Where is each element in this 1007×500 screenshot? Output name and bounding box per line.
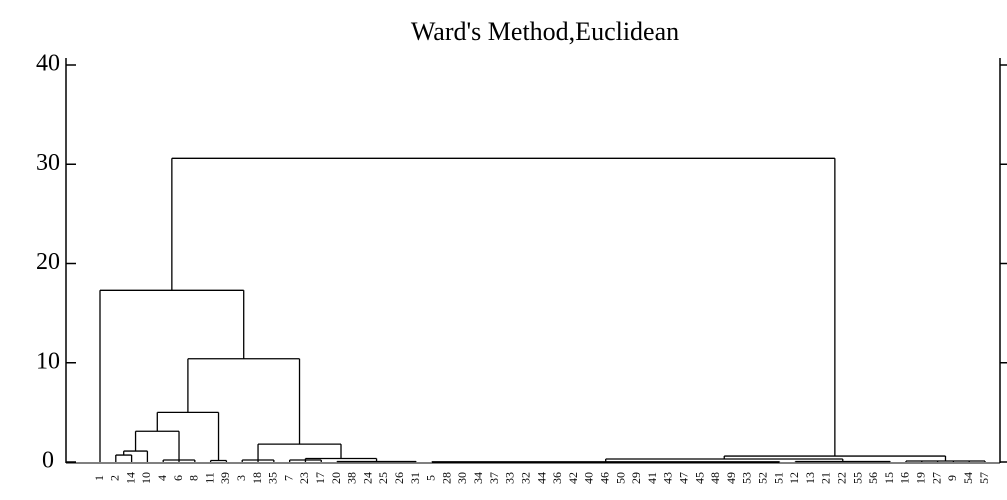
leaf-label: 47 (676, 472, 690, 484)
leaf-label: 39 (218, 472, 232, 484)
leaf-label: 18 (250, 472, 264, 484)
leaf-label: 2 (108, 475, 122, 481)
leaf-label: 26 (392, 472, 406, 484)
leaf-label: 15 (882, 472, 896, 484)
leaf-label: 45 (692, 472, 706, 484)
dendrogram-link (99, 289, 245, 462)
leaf-label: 29 (629, 472, 643, 484)
leaf-label: 50 (613, 472, 627, 484)
leaf-label: 52 (756, 472, 770, 484)
y-tick-label: 10 (36, 348, 60, 374)
leaf-label: 7 (281, 475, 295, 481)
chart-title: Ward's Method,Euclidean (411, 17, 679, 46)
leaf-label: 37 (487, 472, 501, 484)
dendrogram-link (156, 411, 220, 461)
dendrogram-link (162, 459, 196, 462)
leaf-label: 57 (977, 472, 991, 484)
y-tick-label: 0 (42, 448, 54, 474)
leaf-label: 54 (961, 472, 975, 484)
dendrogram-link (241, 459, 275, 462)
dendrogram-link (187, 358, 301, 445)
dendrogram-link (209, 459, 228, 462)
leaf-label: 40 (582, 472, 596, 484)
leaf-label: 31 (408, 472, 422, 484)
leaf-label: 11 (202, 472, 216, 484)
leaf-label: 17 (313, 472, 327, 484)
leaf-label: 16 (898, 472, 912, 484)
dendrogram-link (257, 443, 342, 461)
leaf-label: 42 (566, 472, 580, 484)
leaf-label: 22 (835, 472, 849, 484)
leaf-label: 1 (92, 475, 106, 481)
y-tick-label: 30 (36, 150, 60, 176)
leaf-label: 6 (171, 475, 185, 481)
y-tick-label: 40 (36, 51, 60, 77)
leaf-label: 10 (139, 472, 153, 484)
leaf-label: 41 (645, 472, 659, 484)
leaf-label: 14 (123, 472, 137, 484)
leaf-label: 5 (424, 475, 438, 481)
dendrogram-link (134, 430, 180, 461)
leaf-label: 32 (518, 472, 532, 484)
leaf-label: 30 (455, 472, 469, 484)
leaf-label: 55 (850, 472, 864, 484)
leaf-label: 36 (550, 472, 564, 484)
leaf-label: 35 (266, 472, 280, 484)
leaf-label: 13 (803, 472, 817, 484)
leaf-label: 3 (234, 475, 248, 481)
leaf-label: 48 (708, 472, 722, 484)
leaf-label: 12 (787, 472, 801, 484)
dendrogram-link (905, 460, 986, 462)
leaf-label: 8 (187, 475, 201, 481)
leaf-label: 4 (155, 475, 169, 481)
leaf-label: 38 (345, 472, 359, 484)
leaf-label: 53 (740, 472, 754, 484)
leaf-label: 24 (360, 472, 374, 484)
y-tick-label: 20 (36, 249, 60, 275)
dendrogram-link (123, 450, 149, 462)
leaf-label: 27 (929, 472, 943, 484)
dendrogram-link (288, 459, 322, 462)
leaf-label: 25 (376, 472, 390, 484)
leaf-label: 44 (534, 472, 548, 484)
leaf-label: 49 (724, 472, 738, 484)
leaf-label: 56 (866, 472, 880, 484)
leaf-label: 28 (439, 472, 453, 484)
leaf-label: 23 (297, 472, 311, 484)
leaf-label: 33 (503, 472, 517, 484)
dendrogram-link (171, 157, 836, 457)
leaf-label: 9 (945, 475, 959, 481)
leaf-label: 34 (471, 472, 485, 484)
leaf-label: 20 (329, 472, 343, 484)
leaf-label: 51 (771, 472, 785, 484)
leaf-label: 43 (661, 472, 675, 484)
leaf-label: 19 (914, 472, 928, 484)
leaf-label: 21 (819, 472, 833, 484)
leaf-label: 46 (597, 472, 611, 484)
dendrogram-link (115, 454, 133, 462)
